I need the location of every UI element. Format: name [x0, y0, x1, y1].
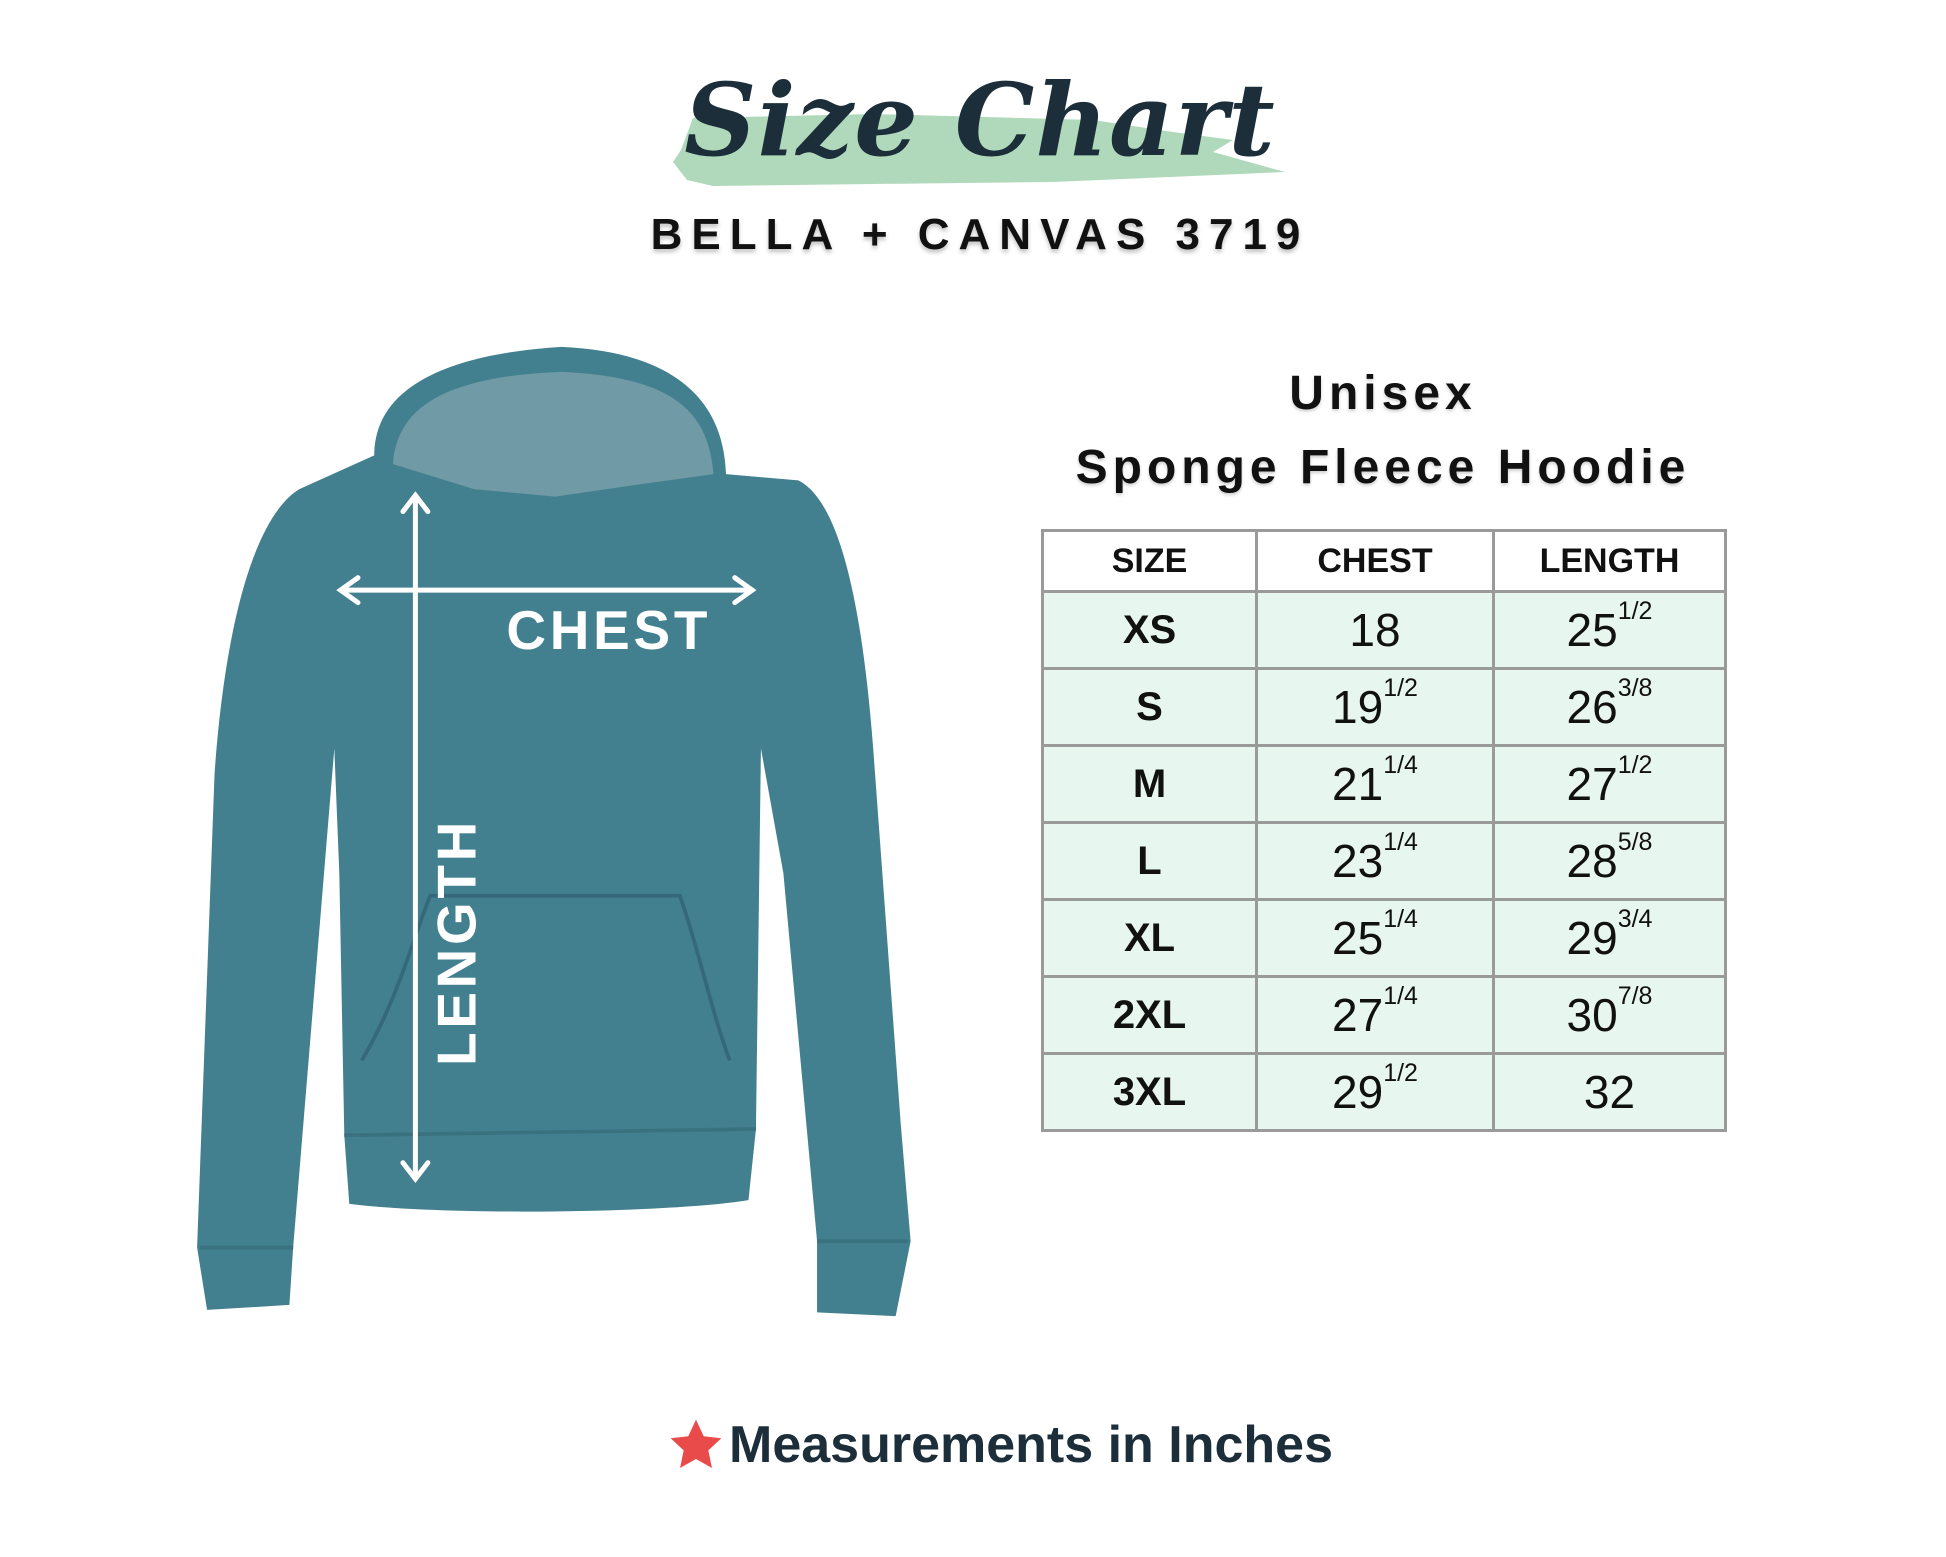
- length-cell: 307/8: [1492, 975, 1727, 1055]
- length-cell: 32: [1492, 1052, 1727, 1132]
- chest-arrow: [336, 575, 757, 606]
- chest-cell-value: 29: [1332, 1066, 1384, 1118]
- chest-cell-value: 23: [1332, 835, 1384, 887]
- chest-cell-value: 25: [1332, 912, 1384, 964]
- length-cell: 263/8: [1492, 667, 1727, 747]
- length-cell-fraction: 3/8: [1617, 674, 1653, 702]
- table-row: L 231/4 285/8: [1041, 821, 1727, 901]
- length-cell-value: 26: [1566, 681, 1618, 733]
- chest-cell-fraction: 1/4: [1383, 751, 1418, 779]
- footer-text: Measurements in Inches: [729, 1416, 1333, 1474]
- table-row: S 191/2 263/8: [1041, 667, 1727, 747]
- length-cell-value: 29: [1566, 912, 1618, 964]
- chest-cell-value: 21: [1332, 758, 1384, 810]
- product-gender: Unisex: [1289, 367, 1477, 420]
- length-cell: 293/4: [1492, 898, 1727, 978]
- length-cell-value: 25: [1566, 604, 1618, 656]
- size-cell-value: M: [1132, 761, 1167, 806]
- size-cell: S: [1041, 667, 1258, 747]
- length-arrow: [400, 491, 431, 1184]
- product-name: Sponge Fleece Hoodie: [1075, 441, 1691, 494]
- size-cell-value: 3XL: [1112, 1069, 1187, 1114]
- star-icon: [670, 1419, 722, 1468]
- chest-cell: 18: [1255, 590, 1495, 670]
- size-table: SIZE CHEST LENGTH XS 18 251/2 S 191/2 263/8 M 2…: [1041, 529, 1727, 1132]
- chest-cell: 191/2: [1255, 667, 1495, 747]
- product-model-subtitle: BELLA + CANVAS 3719: [650, 210, 1310, 259]
- length-cell-value: 32: [1583, 1066, 1636, 1118]
- table-row: XS 18 251/2: [1041, 590, 1727, 670]
- table-row: 3XL 291/2 32: [1041, 1052, 1727, 1132]
- header-length: LENGTH: [1492, 529, 1727, 593]
- table-header-row: SIZE CHEST LENGTH: [1041, 529, 1727, 593]
- size-cell: L: [1041, 821, 1258, 901]
- size-cell: 2XL: [1041, 975, 1258, 1055]
- header-size: SIZE: [1041, 529, 1258, 593]
- length-label: LENGTH: [425, 818, 487, 1066]
- length-cell-value: 27: [1566, 758, 1618, 810]
- size-cell: XL: [1041, 898, 1258, 978]
- chest-cell-fraction: 1/4: [1383, 828, 1418, 856]
- length-cell-fraction: 7/8: [1617, 982, 1653, 1010]
- chest-cell: 211/4: [1255, 744, 1495, 824]
- page-title: Size Chart: [684, 61, 1276, 179]
- length-cell: 271/2: [1492, 744, 1727, 824]
- length-cell-fraction: 5/8: [1617, 828, 1653, 856]
- chest-cell-value: 19: [1332, 681, 1384, 733]
- chest-cell-fraction: 1/4: [1383, 982, 1418, 1010]
- size-cell: XS: [1041, 590, 1258, 670]
- table-row: XL 251/4 293/4: [1041, 898, 1727, 978]
- table-row: 2XL 271/4 307/8: [1041, 975, 1727, 1055]
- size-cell: M: [1041, 744, 1258, 824]
- size-cell-value: XL: [1123, 915, 1176, 960]
- length-cell: 251/2: [1492, 590, 1727, 670]
- size-cell-value: 2XL: [1112, 992, 1187, 1037]
- length-cell-fraction: 3/4: [1617, 905, 1653, 933]
- size-cell-value: S: [1136, 684, 1163, 729]
- chest-cell-fraction: 1/2: [1383, 1059, 1418, 1087]
- chest-cell-fraction: 1/2: [1383, 674, 1418, 702]
- chest-cell: 271/4: [1255, 975, 1495, 1055]
- chest-cell-fraction: 1/4: [1383, 905, 1418, 933]
- size-cell-value: L: [1137, 838, 1162, 883]
- chest-label: CHEST: [506, 599, 711, 661]
- length-cell-value: 30: [1566, 989, 1618, 1041]
- chest-cell: 291/2: [1255, 1052, 1495, 1132]
- brush-stroke-decoration: [673, 114, 1285, 186]
- length-cell-value: 28: [1566, 835, 1618, 887]
- table-row: M 211/4 271/2: [1041, 744, 1727, 824]
- chest-cell-value: 27: [1332, 989, 1384, 1041]
- chest-cell: 251/4: [1255, 898, 1495, 978]
- chest-cell-value: 18: [1349, 604, 1401, 656]
- size-cell: 3XL: [1041, 1052, 1258, 1132]
- header-chest: CHEST: [1255, 529, 1495, 593]
- length-cell-fraction: 1/2: [1617, 751, 1653, 779]
- footer-note: Measurements in Inches: [500, 1410, 1500, 1480]
- chest-cell: 231/4: [1255, 821, 1495, 901]
- size-cell-value: XS: [1122, 607, 1177, 652]
- hoodie-shape: [197, 346, 911, 1317]
- length-cell: 285/8: [1492, 821, 1727, 901]
- length-cell-fraction: 1/2: [1617, 597, 1653, 625]
